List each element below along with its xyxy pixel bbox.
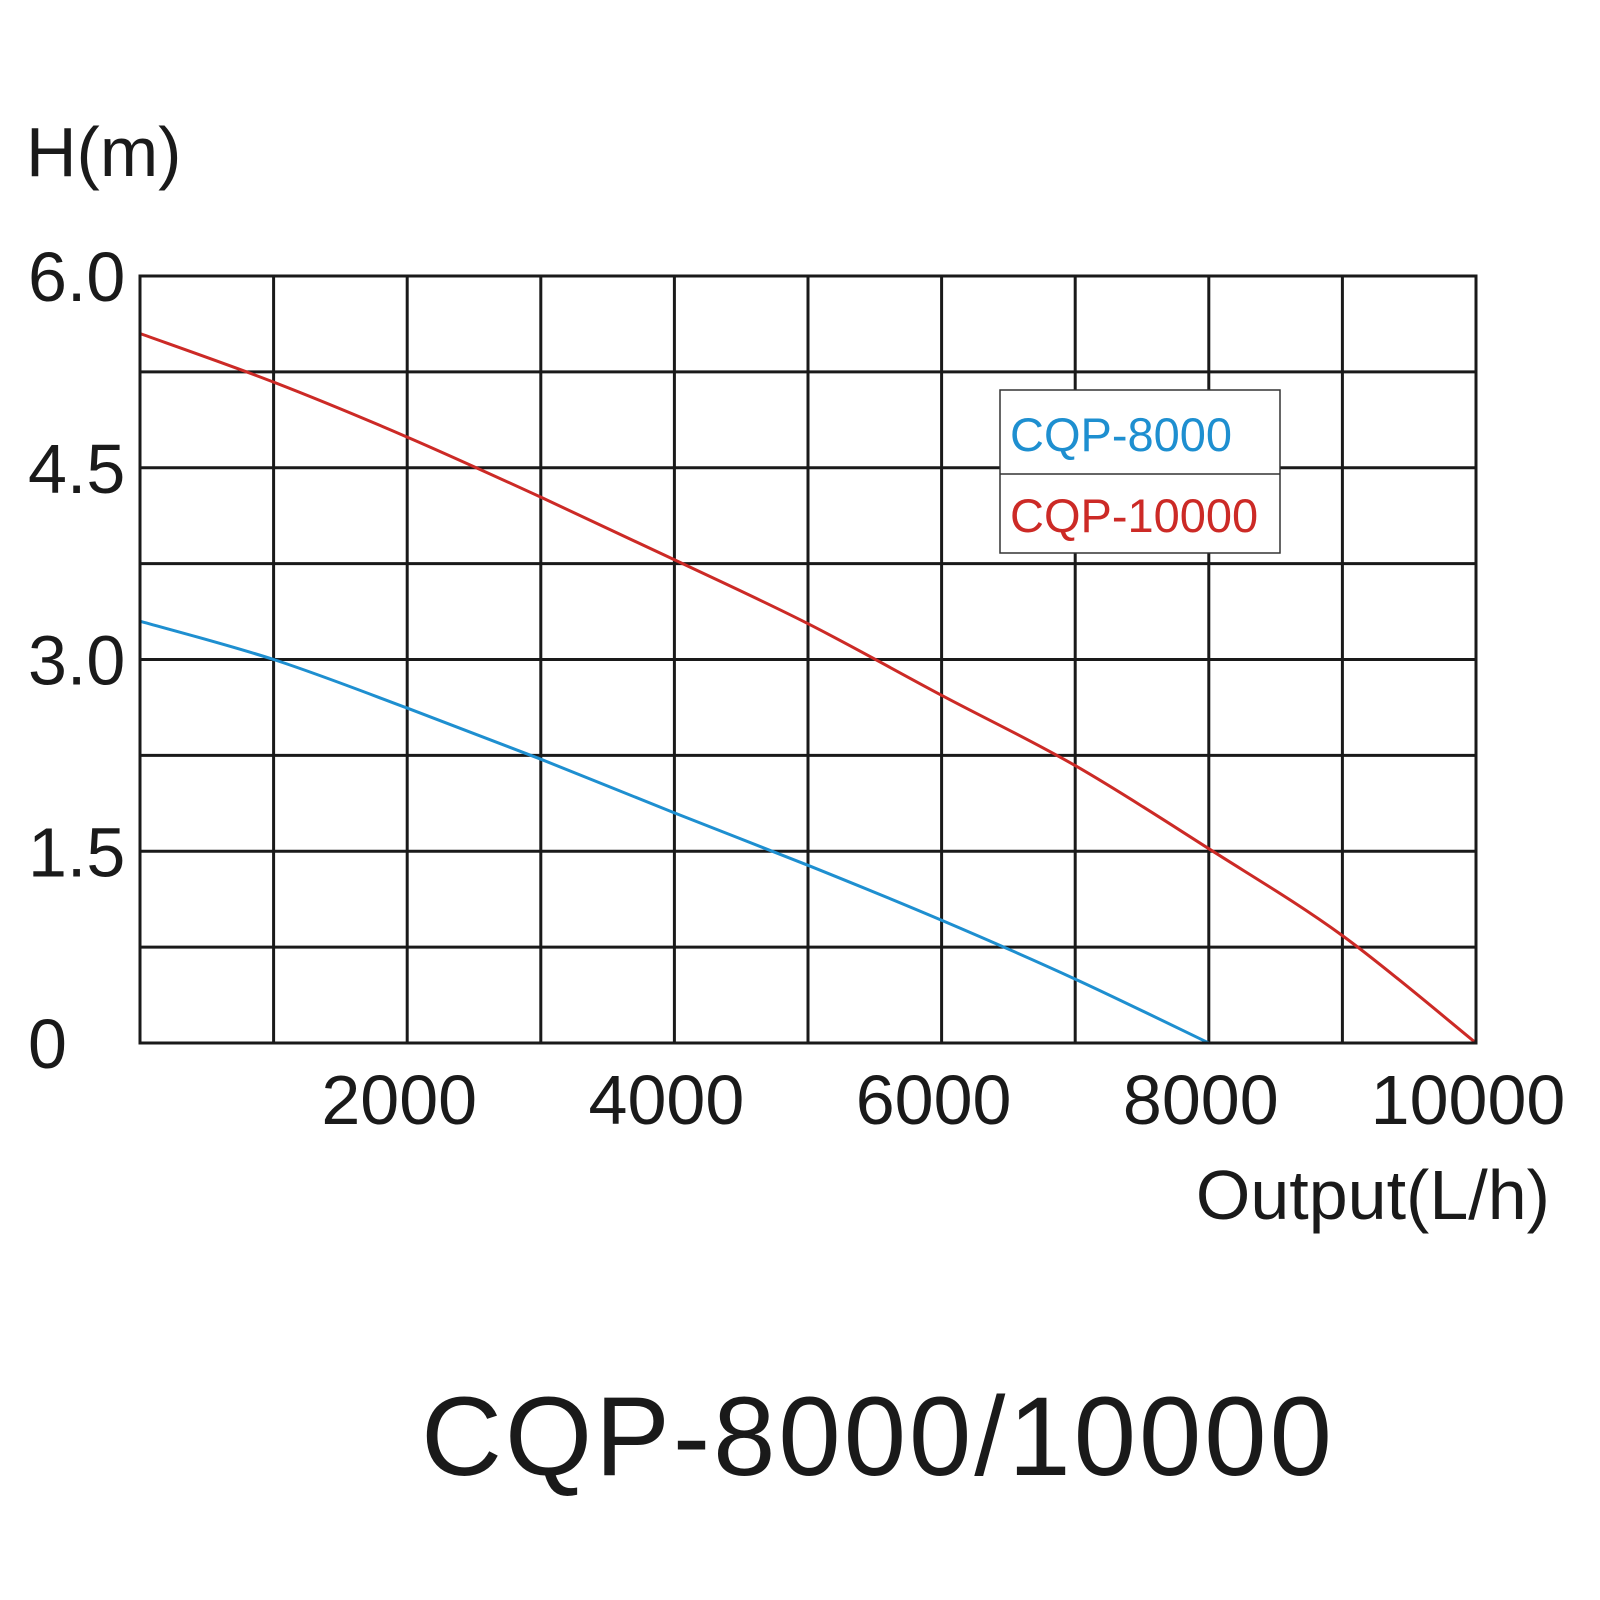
series-line-cqp-8000: [139, 619, 1210, 1045]
series-lines: [139, 332, 1477, 1045]
y-tick-label: 3.0: [28, 622, 125, 700]
y-tick-label: 6.0: [28, 238, 125, 316]
series-line-cqp-10000: [139, 332, 1477, 1045]
x-tick-label: 6000: [856, 1061, 1012, 1139]
x-axis-label: Output(L/h): [1196, 1156, 1550, 1234]
y-tick-label: 4.5: [28, 430, 125, 508]
y-tick-label: 1.5: [28, 813, 125, 891]
legend: CQP-8000 CQP-10000: [999, 389, 1281, 554]
legend-entry-cqp-10000: CQP-10000: [1010, 489, 1258, 542]
legend-box: [999, 389, 1281, 554]
x-tick-label: 8000: [1123, 1061, 1279, 1139]
x-tick-label: 2000: [321, 1061, 477, 1139]
grid: [140, 276, 1476, 1043]
x-tick-label: 4000: [589, 1061, 745, 1139]
legend-entry-cqp-8000: CQP-8000: [1010, 408, 1232, 461]
chart-title: CQP-8000/10000: [421, 1374, 1335, 1499]
y-tick-label: 0: [28, 1005, 67, 1083]
y-axis-ticks: 0 1.5 3.0 4.5 6.0: [28, 238, 125, 1083]
plot-frame: [138, 274, 1478, 1045]
x-tick-label: 10000: [1371, 1061, 1566, 1139]
y-axis-label: H(m): [26, 113, 181, 191]
x-axis-ticks: 2000 4000 6000 8000 10000: [321, 1061, 1565, 1139]
